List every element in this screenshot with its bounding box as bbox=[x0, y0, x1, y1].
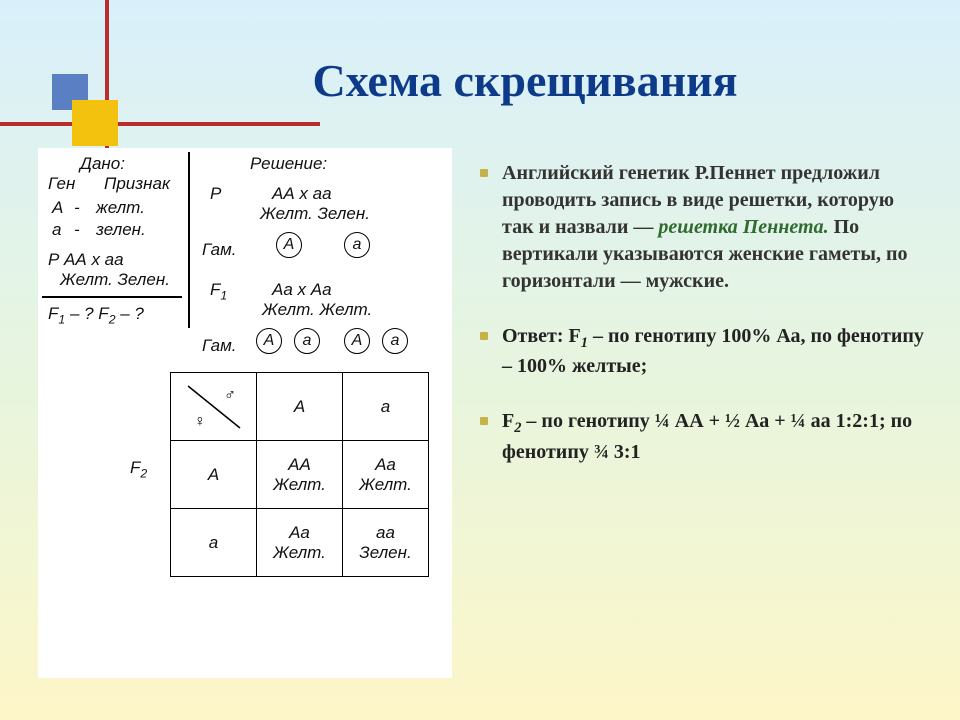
punnett-col-a: а bbox=[343, 373, 429, 441]
sol-p-label: Р bbox=[210, 184, 221, 204]
label-reshenie: Решение: bbox=[250, 154, 327, 174]
p-cross-given: Р АА х аа bbox=[48, 250, 124, 270]
punnett-corner: ♂ ♀ bbox=[171, 373, 257, 441]
bullet-icon bbox=[480, 417, 488, 425]
label-priznak: Признак bbox=[104, 174, 170, 194]
punnett-cell-Aa1: АаЖелт. bbox=[343, 441, 429, 509]
decor-square-yellow bbox=[72, 100, 118, 146]
sol-gam1-label: Гам. bbox=[202, 240, 237, 260]
allele-a: а bbox=[52, 220, 61, 240]
divider-vertical bbox=[188, 152, 190, 328]
slide-title: Схема скрещивания bbox=[130, 54, 920, 107]
f2-label: F2 bbox=[130, 458, 147, 480]
label-dano: Дано: bbox=[80, 154, 125, 174]
answer2-text: F2 – по генотипу ¼ АА + ½ Аа + ¼ аа 1:2:… bbox=[502, 408, 928, 465]
allele-a-trait: зелен. bbox=[96, 220, 146, 240]
sol-gam1: Аа bbox=[270, 232, 376, 258]
punnett-row-A: А bbox=[171, 441, 257, 509]
svg-text:♀: ♀ bbox=[194, 413, 206, 430]
allele-A-trait: желт. bbox=[96, 198, 145, 218]
bullet-icon bbox=[480, 332, 488, 340]
sol-f1-label: F1 bbox=[210, 280, 227, 302]
punnett-col-A: А bbox=[257, 373, 343, 441]
label-gen: Ген bbox=[48, 174, 75, 194]
description-text: Английский генетик Р.Пеннет предложил пр… bbox=[502, 160, 928, 295]
answer1-text: Ответ: F1 – по генотипу 100% Аа, по фено… bbox=[502, 323, 928, 380]
sol-f1-cross: Аа х Аа bbox=[272, 280, 332, 300]
divider-given bbox=[42, 296, 182, 298]
explanation-panel: Английский генетик Р.Пеннет предложил пр… bbox=[480, 160, 928, 494]
punnett-row-a: а bbox=[171, 509, 257, 577]
bullet-description: Английский генетик Р.Пеннет предложил пр… bbox=[480, 160, 928, 295]
punnett-square: ♂ ♀ А а А ААЖелт. АаЖелт. а АаЖелт. ааЗе… bbox=[170, 372, 429, 577]
svg-text:♂: ♂ bbox=[224, 387, 236, 404]
sol-gam2: Аа Аа bbox=[250, 328, 414, 354]
dash2: - bbox=[74, 220, 80, 240]
dash1: - bbox=[74, 198, 80, 218]
question-line: F1 – ? F2 – ? bbox=[48, 304, 144, 326]
bullet-icon bbox=[480, 169, 488, 177]
punnett-cell-AA: ААЖелт. bbox=[257, 441, 343, 509]
punnett-cell-Aa2: АаЖелт. bbox=[257, 509, 343, 577]
sol-p-sub: Желт. Зелен. bbox=[260, 204, 370, 224]
punnett-cell-aa: ааЗелен. bbox=[343, 509, 429, 577]
decor-horizontal-bar bbox=[0, 122, 320, 126]
allele-A: А bbox=[52, 198, 63, 218]
sol-p-cross: АА х аа bbox=[272, 184, 332, 204]
crossing-figure: Дано: Ген Признак А - желт. а - зелен. Р… bbox=[38, 148, 452, 678]
p-cross-given-sub: Желт. Зелен. bbox=[60, 270, 170, 290]
bullet-answer2: F2 – по генотипу ¼ АА + ½ Аа + ¼ аа 1:2:… bbox=[480, 408, 928, 465]
sol-f1-sub: Желт. Желт. bbox=[262, 300, 372, 320]
bullet-answer1: Ответ: F1 – по генотипу 100% Аа, по фено… bbox=[480, 323, 928, 380]
sol-gam2-label: Гам. bbox=[202, 336, 237, 356]
